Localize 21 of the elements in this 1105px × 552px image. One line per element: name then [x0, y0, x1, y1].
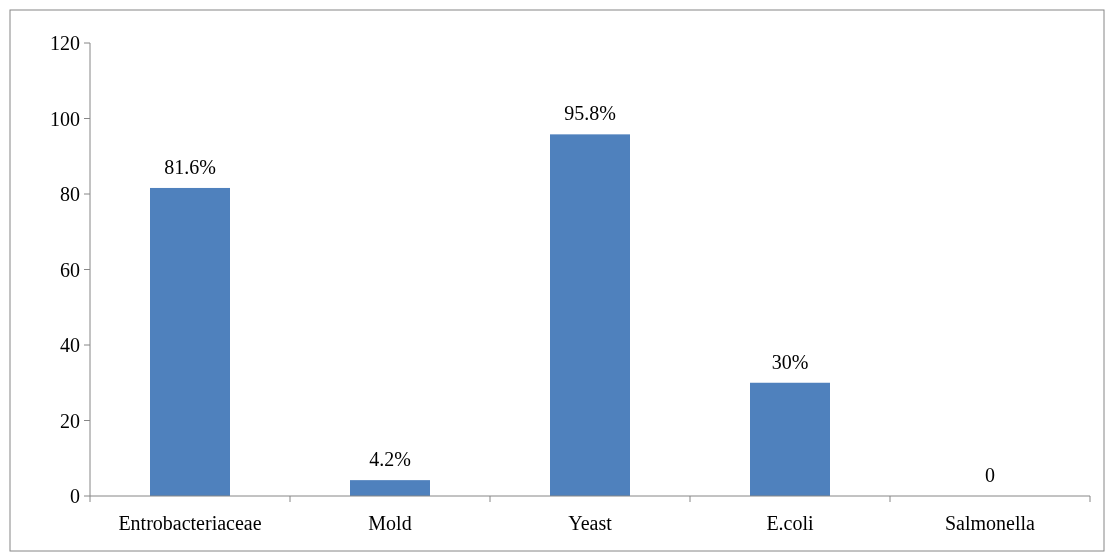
- bar: [150, 187, 230, 496]
- data-label: 0: [985, 464, 995, 486]
- y-tick-label: 0: [70, 485, 80, 507]
- y-tick-label: 120: [50, 32, 80, 54]
- bar: [750, 382, 830, 496]
- data-label: 95.8%: [564, 102, 616, 125]
- data-label: 81.6%: [164, 155, 216, 178]
- y-tick-label: 20: [60, 409, 80, 432]
- bar: [350, 480, 430, 496]
- x-tick-label: Yeast: [568, 512, 613, 534]
- x-tick-label: Entrobacteriaceae: [118, 512, 262, 534]
- y-tick-label: 100: [50, 107, 80, 130]
- bar: [550, 134, 630, 496]
- y-tick-label: 60: [60, 258, 80, 281]
- x-tick-label: E.coli: [766, 512, 815, 534]
- data-label: 30%: [771, 350, 809, 373]
- x-tick-label: Mold: [368, 512, 412, 534]
- y-tick-label: 40: [60, 334, 80, 356]
- y-tick-label: 80: [60, 183, 80, 205]
- x-tick-label: Salmonella: [945, 512, 1036, 534]
- data-label: 4.2%: [369, 448, 411, 471]
